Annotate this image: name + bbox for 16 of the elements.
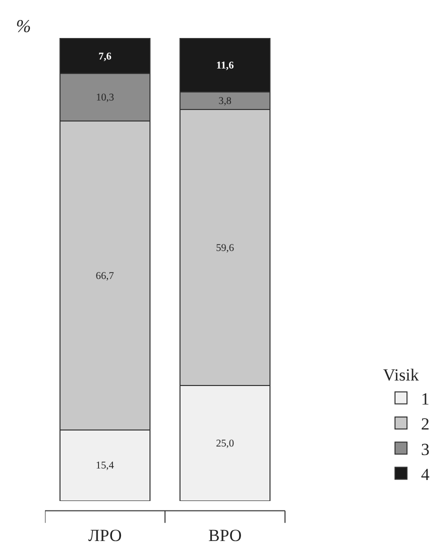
legend-label: 1 [421, 390, 430, 409]
x-tick-label: ЛРО [88, 526, 122, 545]
data-label: 59,6 [216, 242, 234, 254]
data-label: 66,7 [96, 270, 114, 282]
y-axis-title: % [16, 16, 31, 36]
legend-label: 2 [421, 414, 430, 434]
legend-title: Visik [383, 365, 420, 384]
data-label: 15,4 [96, 460, 115, 472]
x-tick-label: ВРО [208, 526, 242, 545]
legend-label: 3 [421, 440, 430, 459]
data-label: 25,0 [216, 438, 234, 450]
legend-label: 4 [421, 464, 430, 484]
data-label: 3,8 [218, 96, 232, 108]
data-label: 11,6 [216, 60, 234, 72]
data-label: 10,3 [96, 92, 114, 104]
data-label: 7,6 [98, 51, 112, 62]
